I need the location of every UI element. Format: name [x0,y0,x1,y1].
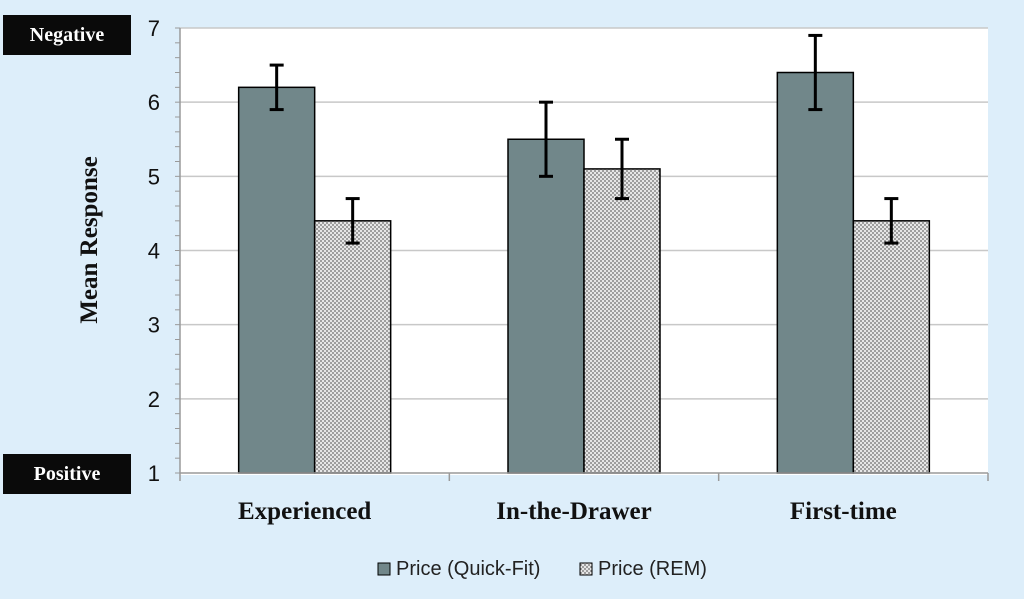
labels: 1 2 3 4 5 6 7 Experienced In-the-Drawer First-tim… [76,16,897,525]
legend-swatch [579,562,593,576]
category-label: In-the-Drawer [496,498,652,525]
y-axis-title: Mean Response [76,156,103,323]
legend-label: Price (REM) [598,558,707,580]
bar-rem [313,220,392,474]
positive-label: Positive [3,454,131,494]
y-tick-label: 5 [148,164,160,189]
y-tick-label: 2 [148,387,160,412]
bars [237,33,931,474]
bar-quick-fit [776,71,855,474]
bar-quick-fit [237,86,316,474]
y-tick-label: 6 [148,90,160,115]
legend: Price (Quick-Fit) Price (REM) [377,558,707,580]
category-label: Experienced [238,498,371,525]
axes [175,27,989,481]
legend-label: Price (Quick-Fit) [396,558,540,580]
bar-quick-fit [507,138,585,474]
y-tick-label: 3 [148,313,160,338]
y-tick-label: 1 [148,461,160,486]
legend-swatch [377,562,391,576]
bar-rem [583,168,661,474]
negative-label: Negative [3,15,131,55]
y-tick-label: 4 [148,239,160,264]
category-label: First-time [790,498,897,525]
bar-rem [852,220,931,474]
y-tick-label: 7 [148,16,160,41]
